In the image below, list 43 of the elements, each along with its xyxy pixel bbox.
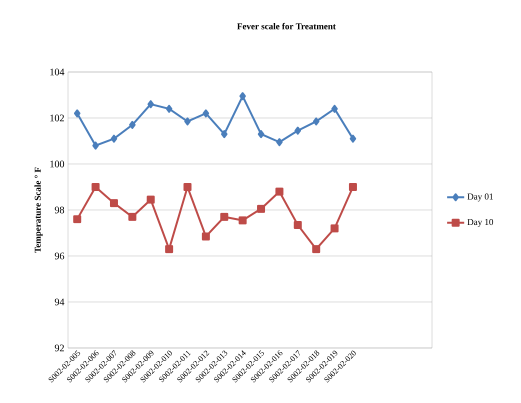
- point: [330, 224, 339, 232]
- y-tick-label: 98: [54, 206, 64, 214]
- point: [348, 182, 357, 191]
- point: [239, 92, 246, 100]
- point: [202, 232, 210, 240]
- point: [275, 188, 284, 196]
- y-tick-label: 102: [50, 114, 64, 122]
- point: [221, 130, 228, 138]
- point: [312, 245, 320, 254]
- point: [331, 104, 338, 113]
- point: [166, 104, 172, 113]
- point: [110, 199, 118, 208]
- point: [257, 204, 266, 213]
- y-tick-label: 100: [50, 160, 64, 168]
- point: [73, 215, 82, 224]
- point: [92, 142, 99, 150]
- y-tick-label: 104: [50, 68, 64, 76]
- point: [129, 120, 136, 129]
- point: [258, 130, 264, 138]
- y-tick-label: 94: [54, 298, 64, 306]
- point: [202, 109, 210, 118]
- point: [165, 245, 174, 254]
- point: [294, 220, 302, 229]
- point: [74, 109, 80, 118]
- point: [350, 134, 356, 143]
- legend-label: Day 10: [467, 218, 494, 227]
- y-tick-label: 92: [54, 344, 64, 352]
- point: [128, 212, 136, 221]
- point: [184, 182, 192, 191]
- y-tick-label: 96: [54, 252, 64, 260]
- point: [238, 216, 247, 224]
- point: [312, 117, 320, 126]
- point: [92, 182, 100, 191]
- point: [220, 212, 228, 221]
- y-axis-title: Temperature Scale ° F: [34, 168, 43, 253]
- point: [147, 100, 154, 108]
- chart-title: Fever scale for Treatment: [237, 22, 336, 30]
- point: [276, 138, 283, 146]
- point: [110, 134, 118, 143]
- point: [184, 117, 191, 126]
- point: [294, 126, 302, 135]
- legend-label: Day 01: [467, 194, 493, 202]
- point: [146, 196, 155, 204]
